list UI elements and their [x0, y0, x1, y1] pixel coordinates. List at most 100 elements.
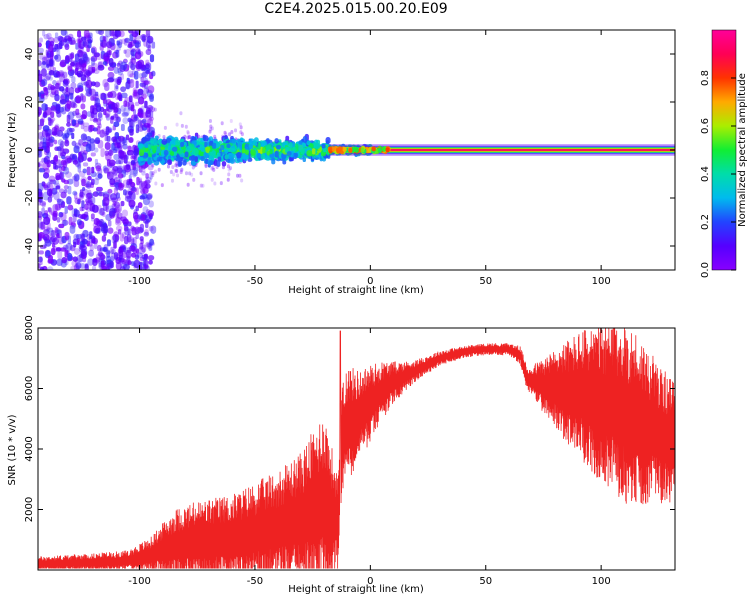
- spectrogram-cell: [175, 139, 181, 146]
- spectrogram-cell: [52, 179, 60, 186]
- spectrogram-cell: [58, 144, 64, 151]
- spectrogram-cell: [71, 76, 76, 84]
- spectrogram-cell: [134, 226, 141, 235]
- spectrogram-cell: [294, 152, 298, 158]
- spectrogram-cell: [101, 235, 107, 242]
- spectrogram-cell: [56, 232, 60, 239]
- spectrogram-cell: [61, 151, 67, 156]
- spectrogram-cell: [65, 242, 73, 251]
- spectrogram-cell: [113, 172, 118, 180]
- spectrogram-cell: [60, 140, 65, 148]
- spectrogram-cell: [187, 135, 191, 140]
- spectrogram-cell: [53, 139, 58, 145]
- spectrogram-cell: [135, 205, 139, 212]
- spectrogram-cell: [63, 219, 67, 226]
- spectrogram-cell: [80, 233, 84, 242]
- spectrogram-cell: [147, 85, 155, 94]
- spectrogram-cell: [132, 249, 138, 254]
- spectrogram-cell: [102, 60, 108, 66]
- spectrogram-cell: [102, 197, 110, 206]
- spectrogram-cell: [67, 111, 75, 120]
- snr-y-label: SNR (10 * v/v): [7, 414, 18, 485]
- spectrogram-cell: [92, 265, 97, 270]
- spectrogram-cell: [190, 172, 194, 177]
- spectrogram-cell: [166, 164, 170, 169]
- spectrogram-cell: [54, 93, 60, 102]
- spectrogram-cell: [66, 122, 71, 127]
- spectrogram-cell: [121, 111, 129, 118]
- spectrogram-cell: [43, 147, 48, 152]
- spectrogram-cell: [118, 39, 123, 45]
- spectrogram-cell: [90, 178, 95, 186]
- spectrogram-cell: [44, 210, 49, 216]
- spectrogram-cell: [120, 61, 128, 71]
- spectrogram-cell: [210, 126, 214, 131]
- spectrogram-cell: [89, 112, 93, 122]
- spectrogram-cell: [138, 164, 143, 173]
- spectrogram-cell: [64, 139, 70, 147]
- spectrogram-cell: [39, 266, 45, 270]
- spectrogram-cell: [114, 82, 119, 92]
- spectrogram-cell: [97, 251, 104, 257]
- spectrogram-cell: [147, 209, 154, 218]
- spectrogram-cell: [103, 108, 107, 116]
- spectrogram-cell: [120, 200, 125, 207]
- spectrogram-cell: [136, 91, 141, 100]
- spectrogram-x-label: Height of straight line (km): [288, 285, 424, 296]
- spectrogram-cell: [83, 125, 89, 132]
- spectrogram-cell: [126, 164, 131, 170]
- spectrogram-cell: [151, 146, 158, 151]
- spectrogram-cell: [103, 165, 108, 174]
- spectrogram-x-tick-label: 50: [479, 276, 492, 287]
- spectrogram-cell: [163, 125, 167, 130]
- spectrogram-cell: [38, 168, 46, 173]
- spectrogram-cell: [70, 266, 78, 270]
- spectrogram-cell: [38, 213, 41, 219]
- spectrogram-cell: [100, 92, 107, 101]
- spectrogram-cell: [122, 138, 127, 144]
- spectrogram-cell: [140, 188, 146, 195]
- spectrogram-cell: [169, 170, 173, 175]
- spectrogram-cell: [92, 107, 98, 115]
- spectrogram-cell: [148, 226, 154, 232]
- spectrogram-cell: [47, 207, 52, 213]
- spectrogram-cell: [148, 243, 153, 251]
- spectrogram-cell: [275, 144, 281, 150]
- spectrogram-cell: [62, 80, 69, 87]
- spectrogram-cell: [179, 168, 183, 173]
- snr-x-ticks: -100 -50 0 50 100: [128, 328, 611, 587]
- spectrogram-cell: [45, 85, 52, 94]
- spectrogram-cell: [78, 244, 85, 250]
- spectrogram-cell: [360, 147, 365, 153]
- spectrogram-cell: [248, 144, 254, 150]
- spectrogram-cell: [306, 140, 311, 146]
- spectrogram-cell: [80, 36, 87, 41]
- spectrogram-cell: [83, 30, 90, 39]
- spectrogram-cell: [112, 200, 117, 206]
- spectrogram-cell: [129, 168, 134, 176]
- spectrogram-cell: [95, 91, 99, 97]
- spectrogram-cell: [46, 182, 51, 189]
- spectrogram-cell: [82, 162, 89, 167]
- spectrogram-cell: [282, 155, 286, 162]
- spectrogram-cell: [328, 146, 333, 152]
- spectrogram-cell: [186, 129, 190, 134]
- spectrogram-cell: [106, 158, 111, 167]
- spectrogram-cell: [82, 255, 87, 263]
- spectrogram-cell: [104, 82, 110, 92]
- spectrogram-cell: [109, 261, 114, 269]
- spectrogram-cell: [152, 138, 157, 146]
- spectrogram-cell: [186, 131, 190, 136]
- spectrogram-cell: [239, 130, 243, 135]
- spectrogram-cell: [186, 145, 191, 151]
- spectrogram-cell: [42, 162, 50, 171]
- spectrogram-cell: [238, 173, 242, 178]
- spectrogram-y-label: Frequency (Hz): [7, 112, 18, 188]
- spectrogram-cell: [64, 205, 68, 214]
- spectrogram-cell: [128, 178, 132, 186]
- colorbar-label: Normalized spectral amplitude: [737, 73, 748, 227]
- spectrogram-cell: [77, 39, 81, 48]
- spectrogram-cell: [48, 136, 55, 143]
- spectrogram-cell: [58, 163, 63, 169]
- spectrogram-cell: [122, 218, 129, 226]
